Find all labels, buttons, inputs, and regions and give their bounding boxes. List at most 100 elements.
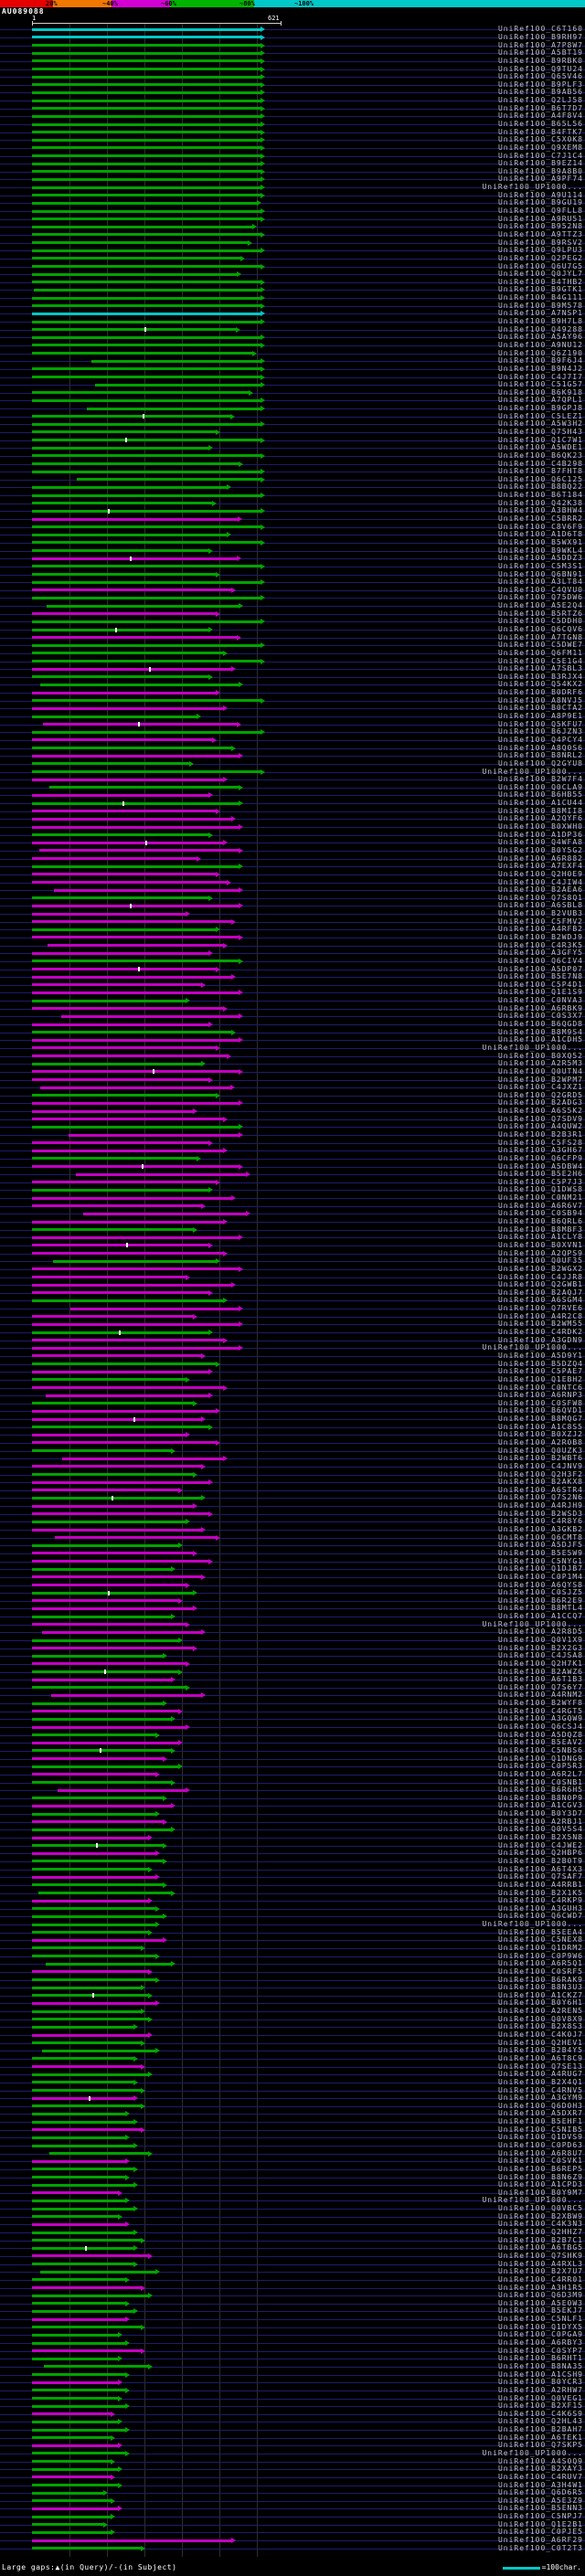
hit-label[interactable]: UniRef100_B2X7U7 [497,2267,583,2276]
hit-label[interactable]: UniRef100_Q7SDV9 [497,1114,583,1123]
hit-bar[interactable] [37,1890,176,1896]
hit-bar[interactable] [32,729,265,736]
hit-label[interactable]: UniRef100_B6REP5 [497,2164,583,2173]
hit-label[interactable]: UniRef100_B8N0P9 [497,1793,583,1802]
hit-label[interactable]: UniRef100_A6RNP3 [497,1391,583,1400]
hit-bar[interactable] [32,2213,123,2220]
hit-bar[interactable] [32,1242,213,1248]
hit-bar[interactable] [32,2198,131,2204]
hit-bar[interactable] [32,1313,198,1320]
hit-label[interactable]: UniRef100_A2QPS9 [497,1248,583,1257]
hit-bar[interactable] [32,2427,131,2433]
hit-label[interactable]: UniRef100_Q2GWB1 [497,1280,583,1289]
hit-label[interactable]: UniRef100_Q1DYX5 [497,2322,583,2331]
hit-label[interactable]: UniRef100_Q75DW6 [497,593,583,602]
hit-bar[interactable] [32,1597,183,1604]
hit-bar[interactable] [32,816,236,822]
hit-bar[interactable] [32,1384,229,1391]
hit-bar[interactable] [47,942,229,949]
hit-label[interactable]: UniRef100_Q6C125 [497,474,583,483]
hit-bar[interactable] [32,2411,115,2417]
hit-bar[interactable] [32,1061,206,1067]
hit-label[interactable]: UniRef100_B5EKJ7 [497,2306,583,2316]
hit-label[interactable]: UniRef100_B5DZQ4 [497,1359,583,1368]
hit-label[interactable]: UniRef100_A1DP36 [497,830,583,839]
hit-label[interactable]: UniRef100_B2WGX2 [497,1264,583,1273]
hit-bar[interactable] [32,1724,191,1731]
hit-label[interactable]: UniRef100_B0YCR3 [497,2378,583,2387]
hit-bar[interactable] [32,66,265,72]
hit-label[interactable]: UniRef100_Q2H0E9 [497,869,583,878]
hit-label[interactable]: UniRef100_Q2H7K1 [497,1659,583,1668]
hit-bar[interactable] [32,2182,138,2189]
hit-bar[interactable] [32,563,265,569]
hit-bar[interactable] [32,1408,221,1415]
hit-label[interactable]: UniRef100_B2WBT6 [497,1454,583,1463]
hit-label[interactable]: UniRef100_B2BAH7 [497,2425,583,2434]
hit-bar[interactable] [32,1708,183,1714]
hit-bar[interactable] [32,2206,138,2212]
hit-bar[interactable] [32,2158,131,2165]
hit-bar[interactable] [32,1092,221,1098]
hit-label[interactable]: UniRef100_C5P4D1 [497,980,583,989]
hit-bar[interactable] [32,144,265,151]
hit-bar[interactable] [32,1558,213,1564]
hit-label[interactable]: UniRef100_A5E0W3 [497,2298,583,2307]
hit-bar[interactable] [32,74,265,80]
hit-label[interactable]: UniRef100_Q54KX2 [497,680,583,689]
hit-label[interactable]: UniRef100_C5E1G4 [497,656,583,665]
hit-bar[interactable] [32,760,195,767]
hit-label[interactable]: UniRef100_Q2GRD5 [497,1090,583,1099]
hit-label[interactable]: UniRef100_A2R8D5 [497,1627,583,1637]
hit-label[interactable]: UniRef100_A2QYF6 [497,814,583,823]
hit-label[interactable]: UniRef100_A3H4W1 [497,2480,583,2489]
hit-bar[interactable] [32,2000,161,2007]
hit-label[interactable]: UniRef100_B0CTA2 [497,704,583,713]
hit-label[interactable]: UniRef100_A6T8C9 [497,2053,583,2062]
hit-label[interactable]: UniRef100_A3GFY5 [497,949,583,958]
hit-bar[interactable] [32,1361,221,1367]
hit-label[interactable]: UniRef100_B8NA35 [497,2361,583,2370]
hit-bar[interactable] [32,1660,191,1667]
hit-bar[interactable] [32,208,265,215]
hit-bar[interactable] [32,429,221,435]
hit-label[interactable]: UniRef100_B65L56 [497,120,583,128]
hit-label[interactable]: UniRef100_Q1E1S9 [497,988,583,997]
hit-label[interactable]: UniRef100_A6RF29 [497,2536,583,2545]
hit-bar[interactable] [46,1393,213,1399]
hit-label[interactable]: UniRef100_B8M9S4 [497,1027,583,1036]
hit-label[interactable]: UniRef100_A4RUG7 [497,2070,583,2079]
hit-label[interactable]: UniRef100_B2XAY3 [497,2465,583,2474]
hit-bar[interactable] [32,2497,115,2504]
hit-label[interactable]: UniRef100_A6R5Q1 [497,1959,583,1968]
hit-label[interactable]: UniRef100_C5DDH0 [497,617,583,626]
hit-bar[interactable] [32,216,265,222]
hit-label[interactable]: UniRef100_B9H7L8 [497,317,583,326]
hit-bar[interactable] [32,571,221,578]
hit-label[interactable]: UniRef100_A4R2C8 [497,1311,583,1320]
hit-label[interactable]: UniRef100_Q7SHK9 [497,2251,583,2260]
hit-label[interactable]: UniRef100_Q49288 [497,324,583,334]
hit-label[interactable]: UniRef100_Q0UZK3 [497,1446,583,1455]
hit-bar[interactable] [32,105,265,111]
hit-bar[interactable] [32,2545,145,2551]
hit-bar[interactable] [32,824,243,831]
hit-bar[interactable] [32,1771,161,1777]
hit-label[interactable]: UniRef100_A5E3Z9 [497,2496,583,2505]
hit-bar[interactable] [32,2380,123,2386]
hit-bar[interactable] [32,2119,138,2125]
hit-bar[interactable] [32,302,265,309]
hit-bar[interactable] [32,342,265,348]
hit-label[interactable]: UniRef100_A5DQZ8 [497,1730,583,1739]
hit-label[interactable]: UniRef100_B2AQJ7 [497,1288,583,1297]
hit-bar[interactable] [32,1985,145,1991]
hit-bar[interactable] [32,168,265,175]
hit-label[interactable]: UniRef100_C51G57 [497,380,583,389]
hit-bar[interactable] [49,2150,154,2157]
hit-label[interactable]: UniRef100_A5BT19 [497,48,583,58]
hit-bar[interactable] [32,34,265,40]
hit-label[interactable]: UniRef100_A6S5K2 [497,1107,583,1116]
hit-bar[interactable] [32,579,265,586]
hit-bar[interactable] [32,279,265,285]
hit-bar[interactable] [32,2135,131,2141]
